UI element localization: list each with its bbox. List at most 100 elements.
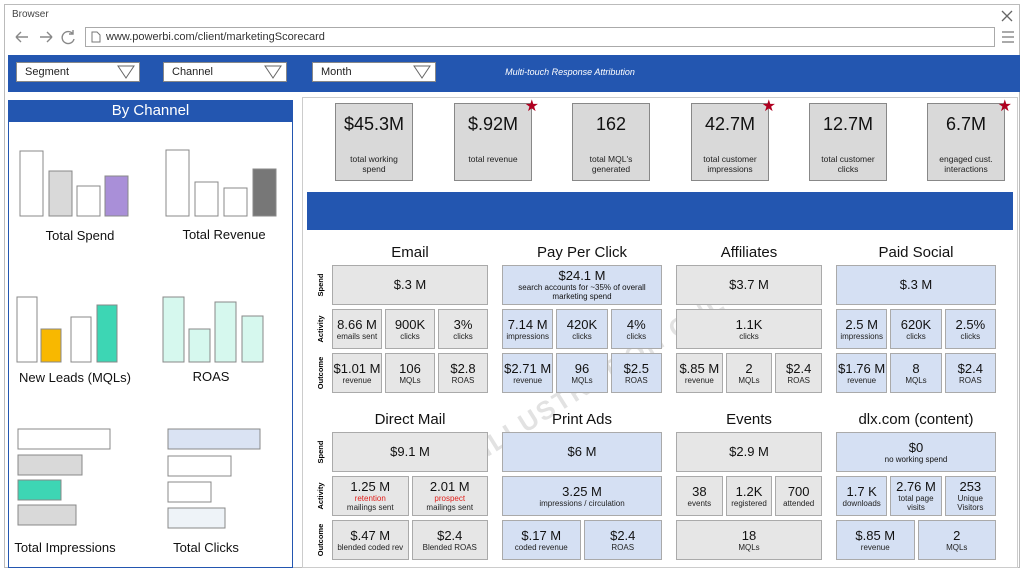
metric-value: $.47 M (350, 527, 391, 543)
filter-dropdown[interactable]: Channel (163, 62, 287, 82)
metric-label: clicks (572, 331, 592, 341)
channel-title: Pay Per Click (536, 244, 628, 261)
address-bar[interactable]: www.powerbi.com/client/marketingScorecar… (85, 27, 995, 47)
metric-label: clicks (906, 331, 926, 341)
metric-value: 2 (953, 527, 961, 543)
metric-box: 2.5% clicks (944, 309, 996, 349)
kpi-card: $.92M total revenue ★ (454, 98, 539, 181)
metric-value: $.3 M (393, 277, 427, 292)
metric-box: 900K clicks (385, 309, 435, 349)
spend-row: $.3 M (836, 265, 996, 305)
metric-value: 8.66 M (337, 316, 377, 332)
row-label: Spend (316, 440, 325, 464)
metric-label: revenue (684, 375, 714, 385)
spend-row: $0 no working spend (836, 432, 996, 472)
metric-highlight: prospect (434, 494, 466, 503)
metric-label: impressions (840, 331, 883, 341)
kpi-label: total revenue (468, 154, 518, 164)
menu-button[interactable] (1001, 29, 1015, 45)
metric-label: ROAS (958, 375, 982, 385)
metric-box: $6 M (502, 432, 662, 472)
kpi-card: 162 total MQL's generated (572, 103, 650, 181)
metric-label: impressions (506, 331, 549, 341)
nav-buttons[interactable] (12, 28, 78, 46)
metric-box: 620K clicks (890, 309, 942, 349)
metric-box: $9.1 M (332, 432, 488, 472)
metric-label: clicks (626, 331, 647, 341)
page-icon (91, 31, 101, 43)
metric-label: downloads (842, 498, 881, 508)
metric-box: $2.4 ROAS (944, 353, 996, 393)
metric-label: MQLs (399, 375, 421, 385)
close-button[interactable] (1000, 9, 1014, 23)
filter-label: Month (321, 66, 352, 78)
outcome-row: 18 MQLs (676, 520, 822, 560)
channel-title: Affiliates (720, 244, 778, 261)
filter-dropdown[interactable]: Month (312, 62, 436, 82)
banner-title: Multi-touch Response Attribution (505, 67, 635, 77)
metric-label: ROAS (624, 375, 648, 385)
metric-box: 700 attended (775, 476, 823, 516)
metric-value: $1.76 M (838, 360, 886, 376)
metric-value: $0 (908, 439, 924, 455)
filter-dropdown[interactable]: Segment (16, 62, 140, 82)
metric-value: 900K (394, 316, 426, 332)
metric-highlight: retention (354, 494, 386, 503)
metric-value: $2.5 (623, 360, 649, 376)
metric-box: 253 Unique Visitors (944, 476, 996, 516)
browser-title: Browser (12, 9, 49, 20)
metric-value: $6 M (567, 444, 597, 459)
filter-label: Segment (25, 66, 70, 78)
kpi-value: 162 (595, 114, 627, 134)
metric-value: $24.1 M (558, 268, 606, 283)
spend-row: $9.1 M (332, 432, 488, 472)
metric-value: 8 (912, 360, 920, 376)
metric-label: mailings sent (426, 503, 474, 512)
row-label: Spend (316, 273, 325, 297)
metric-box: 38 events (676, 476, 723, 516)
kpi-label: total customer clicks (821, 154, 875, 174)
metric-value: $2.4 (957, 360, 983, 376)
kpi-card: 12.7M total customer clicks (809, 103, 887, 181)
metric-value: 4% (626, 316, 646, 332)
chart-label: ROAS (192, 369, 230, 384)
kpi-card: 42.7M total customer impressions ★ (691, 98, 776, 181)
metric-value: 2 (745, 360, 753, 376)
metric-note: search accounts for ~35% of overall mark… (518, 283, 646, 301)
metric-box: $.3 M (332, 265, 488, 305)
channel-title: Direct Mail (374, 411, 446, 428)
metric-value: 1.1K (735, 316, 763, 332)
kpi-card: 6.7M engaged cust. interactions ★ (927, 98, 1012, 181)
dropdown-arrow (264, 65, 282, 79)
chart-label: Total Spend (45, 228, 115, 243)
metric-value: $.85 M (679, 360, 720, 376)
metric-label: MQLs (738, 375, 760, 385)
kpi-label: total customer impressions (703, 154, 757, 174)
metric-label: mailings sent (346, 503, 394, 512)
metric-box: $2.4 Blended ROAS (411, 520, 488, 560)
metric-box: $0 no working spend (836, 432, 996, 472)
metric-box: 106 MQLs (385, 353, 435, 393)
metric-label: attended (783, 498, 815, 508)
metric-label: coded revenue (514, 542, 568, 552)
metric-label: emails sent (336, 331, 378, 341)
spend-row: $6 M (502, 432, 662, 472)
metric-box: $.3 M (836, 265, 996, 305)
kpi-label: total MQL's generated (589, 154, 633, 174)
kpi-star: ★ (997, 98, 1012, 115)
activity-row: 1.1K clicks (676, 309, 822, 349)
